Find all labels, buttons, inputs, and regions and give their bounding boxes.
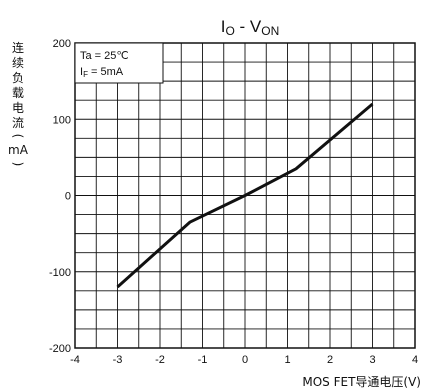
x-tick-label: -3 bbox=[113, 354, 123, 366]
y-tick-label: -100 bbox=[49, 267, 71, 279]
plot-frame bbox=[74, 42, 416, 349]
x-tick-label: 2 bbox=[327, 354, 333, 366]
x-axis-label: MOS FET导通电压(V) bbox=[302, 375, 421, 389]
x-tick-label: -1 bbox=[198, 354, 208, 366]
x-tick-label: 0 bbox=[242, 354, 248, 366]
y-axis-label-char: 续 bbox=[12, 56, 24, 70]
y-tick-label: -200 bbox=[49, 343, 71, 355]
y-tick-label: 0 bbox=[65, 191, 71, 203]
y-axis-label-unit: mA bbox=[8, 143, 29, 157]
x-tick-label: 4 bbox=[412, 354, 418, 366]
y-axis-label-char: 负 bbox=[12, 71, 24, 85]
y-tick-label: 100 bbox=[53, 114, 71, 126]
tick-labels: -4 -3 -2 -1 0 1 2 3 4 -200 -100 0 100 200 bbox=[49, 38, 418, 366]
x-tick-label: -4 bbox=[70, 354, 80, 366]
x-tick-label: 1 bbox=[284, 354, 290, 366]
condition-forward-current: IF = 5mA bbox=[80, 66, 124, 79]
y-axis-label-paren: ) bbox=[11, 162, 25, 167]
x-tick-label: -2 bbox=[155, 354, 165, 366]
y-axis-label-char: 电 bbox=[12, 101, 24, 115]
y-axis-label-char: 连 bbox=[12, 40, 24, 55]
y-tick-label: 200 bbox=[53, 38, 71, 50]
conditions-box: Ta = 25℃ IF = 5mA bbox=[74, 42, 164, 84]
x-tick-label: 3 bbox=[369, 354, 375, 366]
y-axis-label-paren: ( bbox=[11, 134, 25, 139]
condition-temperature: Ta = 25℃ bbox=[80, 50, 129, 62]
y-axis-label-char: 流 bbox=[12, 116, 24, 130]
series-line bbox=[116, 102, 374, 289]
chart-title: IO - VON bbox=[221, 17, 280, 38]
y-axis-label-char: 载 bbox=[12, 86, 24, 100]
